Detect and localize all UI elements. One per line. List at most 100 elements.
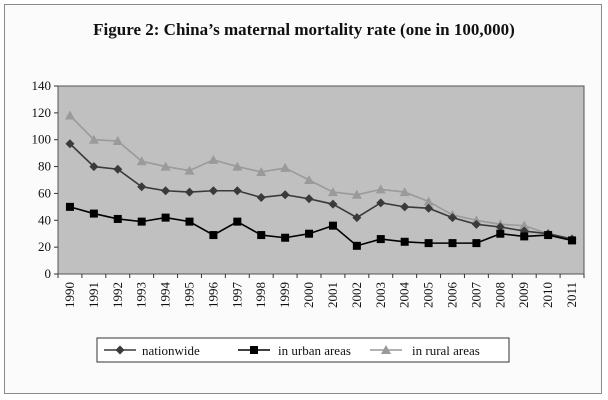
x-tick-label: 2011	[564, 282, 579, 308]
data-point-nationwide	[471, 219, 481, 229]
data-point-in-rural-areas	[423, 196, 434, 206]
chart-title: Figure 2: China’s maternal mortality rat…	[93, 20, 515, 39]
series-line-nationwide	[69, 143, 573, 240]
x-tick-label: 1994	[158, 282, 173, 309]
data-point-in-urban-areas	[209, 231, 218, 240]
x-tick-label: 2002	[349, 282, 364, 308]
legend-marker-in-urban-areas	[250, 346, 258, 354]
y-tick-label: 60	[38, 185, 51, 200]
data-point-nationwide	[304, 194, 314, 204]
data-point-nationwide	[448, 213, 457, 223]
data-point-in-urban-areas	[424, 239, 433, 248]
x-tick-label: 2009	[516, 282, 531, 308]
data-point-in-urban-areas	[496, 229, 505, 238]
plot-area	[57, 85, 585, 275]
y-tick-label: 40	[38, 212, 51, 227]
data-point-nationwide	[352, 213, 362, 223]
data-point-in-urban-areas	[472, 239, 481, 248]
data-point-in-rural-areas	[351, 189, 362, 199]
data-point-in-rural-areas	[112, 136, 123, 146]
x-tick-label: 1990	[62, 282, 77, 308]
legend-marker-nationwide	[115, 345, 125, 355]
series-line-in-rural-areas	[69, 114, 573, 240]
data-point-in-urban-areas	[137, 217, 146, 226]
legend-label-in-urban-areas: in urban areas	[278, 343, 351, 358]
y-tick-label: 80	[38, 159, 51, 174]
x-tick-label: 1998	[253, 282, 268, 308]
data-point-in-urban-areas	[161, 213, 170, 222]
data-point-in-urban-areas	[281, 233, 290, 242]
data-point-in-urban-areas	[448, 239, 457, 248]
data-point-in-urban-areas	[305, 229, 314, 238]
data-point-in-urban-areas	[376, 235, 385, 244]
x-tick-label: 2007	[468, 282, 483, 309]
data-point-in-urban-areas	[568, 236, 577, 245]
data-point-in-rural-areas	[184, 165, 195, 175]
data-point-in-rural-areas	[160, 161, 171, 171]
x-tick-label: 2000	[301, 282, 316, 308]
data-point-nationwide	[137, 182, 147, 192]
legend	[96, 337, 510, 363]
x-tick-label: 1999	[277, 282, 292, 308]
data-point-in-rural-areas	[327, 187, 338, 197]
x-tick-label: 1995	[182, 282, 197, 308]
data-point-nationwide	[400, 202, 410, 212]
x-tick-label: 2006	[445, 282, 460, 309]
x-tick-label: 2005	[421, 282, 436, 308]
data-point-nationwide	[328, 199, 338, 209]
x-tick-label: 1993	[134, 282, 149, 308]
data-point-in-rural-areas	[471, 215, 482, 225]
x-tick-label: 1996	[205, 282, 220, 309]
data-point-in-urban-areas	[352, 241, 361, 250]
x-tick-label: 1992	[110, 282, 125, 308]
data-point-in-rural-areas	[208, 154, 219, 164]
data-point-nationwide	[232, 186, 242, 196]
y-tick-label: 20	[38, 239, 51, 254]
data-point-nationwide	[495, 222, 505, 232]
x-tick-label: 2003	[373, 282, 388, 308]
data-point-in-urban-areas	[520, 232, 529, 241]
data-point-in-urban-areas	[185, 217, 194, 226]
data-point-in-rural-areas	[399, 187, 410, 197]
series-line-in-urban-areas	[69, 206, 573, 247]
data-point-in-rural-areas	[64, 110, 75, 120]
data-point-in-urban-areas	[328, 221, 337, 230]
legend-marker-in-rural-areas	[381, 345, 391, 354]
data-point-in-rural-areas	[256, 166, 267, 176]
data-point-in-urban-areas	[65, 202, 74, 211]
data-point-in-rural-areas	[304, 175, 315, 184]
x-tick-label: 1991	[86, 282, 101, 308]
data-point-in-urban-areas	[400, 237, 409, 246]
x-tick-label: 2010	[540, 282, 555, 308]
data-point-in-urban-areas	[257, 231, 266, 240]
data-point-in-rural-areas	[375, 184, 386, 194]
data-point-in-rural-areas	[136, 156, 147, 166]
x-tick-label: 2008	[492, 282, 507, 308]
data-point-nationwide	[89, 162, 99, 172]
data-point-nationwide	[256, 192, 266, 202]
y-tick-label: 0	[45, 266, 52, 281]
data-point-nationwide	[424, 203, 434, 213]
data-point-nationwide	[208, 186, 218, 196]
data-point-nationwide	[65, 139, 75, 149]
data-point-in-rural-areas	[280, 162, 291, 172]
data-point-nationwide	[161, 186, 171, 196]
x-tick-label: 2004	[397, 282, 412, 309]
x-tick-label: 2001	[325, 282, 340, 308]
x-tick-label: 1997	[229, 282, 244, 309]
data-point-nationwide	[280, 190, 290, 200]
legend-label-nationwide: nationwide	[142, 343, 200, 358]
y-tick-label: 100	[32, 132, 52, 147]
y-tick-label: 120	[32, 105, 52, 120]
data-point-nationwide	[376, 198, 386, 208]
data-point-nationwide	[113, 164, 123, 174]
y-tick-label: 140	[32, 78, 52, 93]
data-point-in-urban-areas	[89, 209, 98, 218]
data-point-in-rural-areas	[232, 161, 243, 171]
data-point-in-rural-areas	[88, 134, 99, 144]
data-point-in-rural-areas	[519, 220, 530, 230]
data-point-nationwide	[185, 187, 194, 197]
data-point-in-urban-areas	[113, 214, 122, 223]
data-point-in-urban-areas	[544, 231, 553, 240]
